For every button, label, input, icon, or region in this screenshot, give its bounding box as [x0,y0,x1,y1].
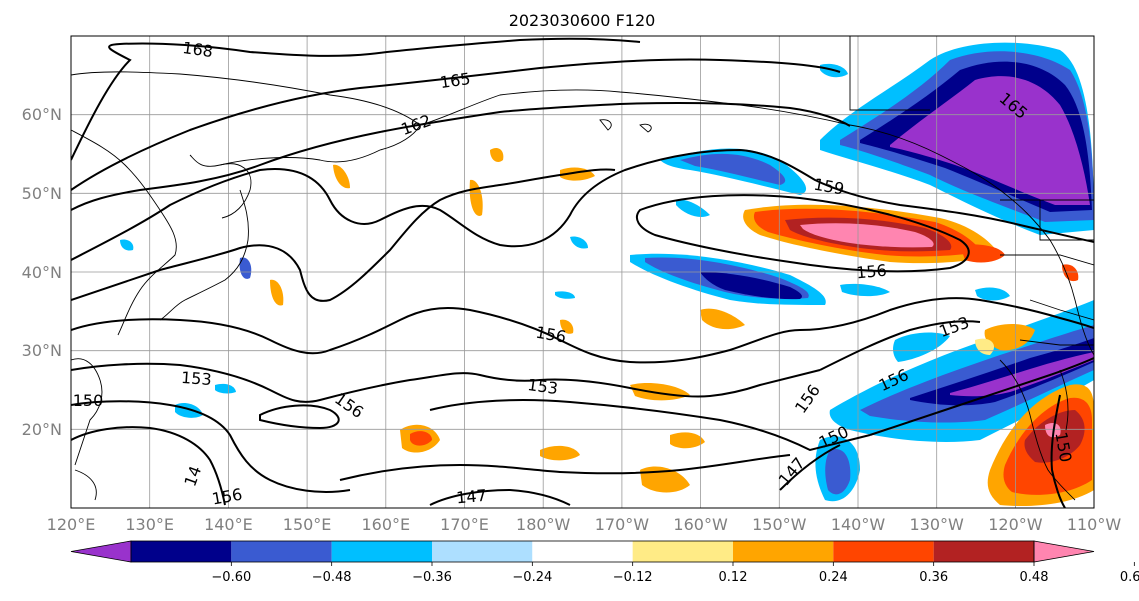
contour-150c [869,357,1094,436]
contour-label: 156 [855,261,887,283]
lon-label: 170°E [440,515,489,534]
contour-label: 168 [181,38,214,61]
contour-label: 153 [180,368,212,389]
contour-label: 153 [526,375,559,398]
contour-147 [259,404,340,430]
contour-150b [429,399,871,452]
coastline-outline [71,71,1094,501]
contour-label: 165 [439,69,472,92]
contour-labels: 168 165 162 165 159 156 156 153 153 150 … [73,38,1076,509]
colorbar-swatch [432,541,533,562]
graticule [71,36,1094,508]
lon-label: 140°E [204,515,253,534]
colorbar-tick-label: 0.36 [919,570,948,585]
colorbar-swatch [632,541,733,562]
lat-label: 60°N [22,105,62,124]
colorbar-tick-label: 0.60 [1120,570,1139,585]
colorbar-tick-label: −0.36 [412,570,452,585]
lon-label: 150°E [283,515,332,534]
contour-147d [429,488,571,506]
lon-label: 110°W [1067,515,1122,534]
contour-156-mid [71,297,1094,364]
contour-162 [71,102,851,211]
lon-label: 180°W [516,515,571,534]
colorbar-tick-label: −0.12 [613,570,653,585]
contour-150-east [1050,394,1066,508]
colorbar-tick-label: −0.48 [312,570,352,585]
shaded-field [120,42,1094,507]
lon-label: 160°W [673,515,728,534]
longitude-labels: 120°E 130°E 140°E 150°E 160°E 170°E 180°… [47,515,1122,534]
contour-147c [339,454,791,481]
contour-label: 147 [455,486,487,508]
contour-147-east [779,444,841,491]
colorbar-swatch [231,541,332,562]
lon-label: 130°E [125,515,174,534]
political-borders [849,36,1094,346]
contour-label: 156 [210,485,243,509]
contour-label: 150 [73,391,104,410]
contour-165 [71,58,841,191]
colorbar-extend-high [1033,540,1095,563]
colorbar-swatch [131,541,232,562]
contour-153 [71,362,821,403]
lon-label: 170°W [595,515,650,534]
lon-label: 150°W [752,515,807,534]
contour-156-closed [636,194,970,273]
lon-label: 120°W [988,515,1043,534]
colorbar-swatch [833,541,934,562]
contour-150 [71,400,351,493]
contour-147b [71,426,226,506]
latitude-labels: 60°N 50°N 40°N 30°N 20°N [22,105,62,439]
colorbar-tick-label: −0.24 [512,570,552,585]
lon-label: 130°W [910,515,965,534]
contour-168 [71,37,641,161]
colorbar-swatch [532,541,633,562]
lat-label: 20°N [22,420,62,439]
colorbar-swatch [933,541,1034,562]
lat-label: 30°N [22,341,62,360]
contour-153b [819,320,981,371]
colorbar-extend-low [70,540,132,563]
colorbar-tick-label: 0.24 [819,570,848,585]
colorbar-outline [130,540,1035,563]
contour-159 [71,148,1094,261]
colorbar-swatch [331,541,432,562]
colorbar-tick-label: 0.48 [1020,570,1049,585]
lat-label: 40°N [22,263,62,282]
lon-label: 120°E [47,515,96,534]
colorbar-swatch [733,541,834,562]
lon-label: 160°E [361,515,410,534]
height-contours [71,37,1094,508]
lat-label: 50°N [22,184,62,203]
map-title: 2023030600 F120 [509,11,656,30]
map-panel: 168 165 162 165 159 156 156 153 153 150 … [70,35,1095,509]
lon-label: 140°W [831,515,886,534]
colorbar-tick-label: 0.12 [719,570,748,585]
contour-156-upper [71,168,616,302]
colorbar: −0.60 −0.48 −0.36 −0.24 −0.12 0.12 0.24 0.36 0.4… [70,540,1139,585]
colorbar-tick-label: −0.60 [211,570,251,585]
